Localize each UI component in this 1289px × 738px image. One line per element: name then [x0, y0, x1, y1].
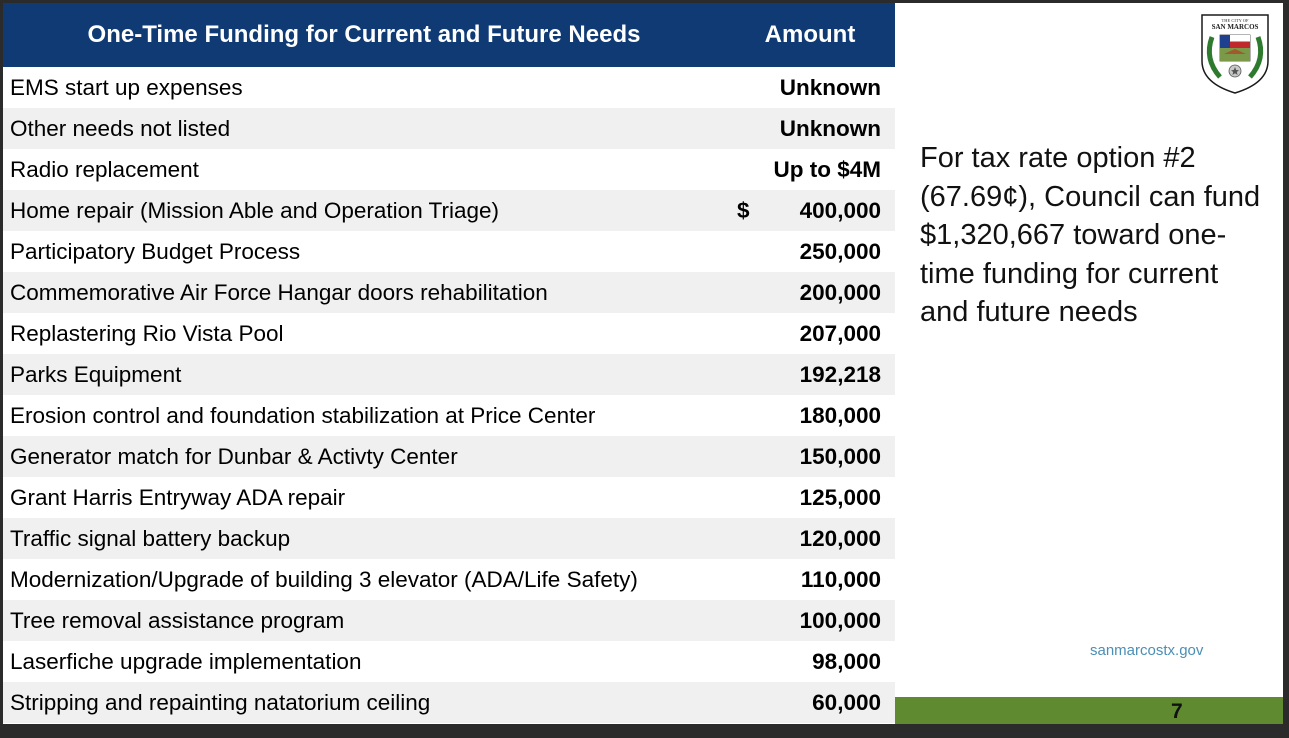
table-row: Commemorative Air Force Hangar doors reh…	[3, 272, 895, 313]
row-item: Replastering Rio Vista Pool	[10, 320, 284, 346]
table-row: Modernization/Upgrade of building 3 elev…	[3, 559, 895, 600]
row-item: Commemorative Air Force Hangar doors reh…	[10, 279, 548, 305]
table-row: EMS start up expenses Unknown	[3, 67, 895, 108]
row-item: Laserfiche upgrade implementation	[10, 648, 362, 674]
row-amount: 180,000	[799, 402, 881, 428]
row-item: Tree removal assistance program	[10, 607, 345, 633]
table-row: Other needs not listed Unknown	[3, 108, 895, 149]
row-dollar-sign: $	[737, 197, 750, 223]
row-item: Modernization/Upgrade of building 3 elev…	[10, 566, 638, 592]
table-row: Traffic signal battery backup 120,000	[3, 518, 895, 559]
row-item: Traffic signal battery backup	[10, 525, 291, 551]
row-amount: 207,000	[799, 320, 881, 346]
table-row: Stripping and repainting natatorium ceil…	[3, 682, 895, 723]
table-row: Tree removal assistance program 100,000	[3, 600, 895, 641]
row-item: Parks Equipment	[10, 361, 182, 387]
row-item: Other needs not listed	[10, 115, 231, 141]
row-item: Generator match for Dunbar & Activty Cen…	[10, 443, 458, 469]
slide: One-Time Funding for Current and Future …	[3, 3, 1283, 724]
logo-name-text: SAN MARCOS	[1212, 23, 1259, 31]
funding-table: One-Time Funding for Current and Future …	[3, 3, 895, 723]
table-row: Laserfiche upgrade implementation 98,000	[3, 641, 895, 682]
row-amount: 200,000	[799, 279, 881, 305]
row-amount: 110,000	[800, 566, 881, 592]
row-amount: 60,000	[812, 689, 881, 715]
table-row: Generator match for Dunbar & Activty Cen…	[3, 436, 895, 477]
footer-bar	[895, 697, 1283, 724]
table-row: Participatory Budget Process 250,000	[3, 231, 895, 272]
row-item: Erosion control and foundation stabiliza…	[10, 402, 596, 428]
table-header: One-Time Funding for Current and Future …	[3, 3, 895, 67]
row-item: Participatory Budget Process	[10, 238, 301, 264]
table-row: Grant Harris Entryway ADA repair 125,000	[3, 477, 895, 518]
table-row: Radio replacement Up to $4M	[3, 149, 895, 190]
row-amount: 125,000	[799, 484, 881, 510]
row-item: Radio replacement	[10, 156, 199, 182]
row-amount: 250,000	[799, 238, 881, 264]
table-row: Home repair (Mission Able and Operation …	[3, 190, 895, 231]
row-amount: 98,000	[812, 648, 881, 674]
row-item: Grant Harris Entryway ADA repair	[10, 484, 346, 510]
row-amount: 192,218	[799, 361, 881, 387]
row-amount: Up to $4M	[773, 156, 881, 182]
row-item: EMS start up expenses	[10, 74, 243, 100]
row-amount: 120,000	[799, 525, 881, 551]
row-amount: 150,000	[799, 443, 881, 469]
row-amount: Unknown	[779, 115, 881, 141]
table-body: EMS start up expenses Unknown Other needs …	[3, 67, 895, 723]
row-item: Stripping and repainting natatorium ceil…	[10, 689, 431, 715]
callout-text: For tax rate option #2 (67.69¢), Council…	[920, 142, 1261, 328]
row-amount: 100,000	[799, 607, 881, 633]
table-row: Parks Equipment 192,218	[3, 354, 895, 395]
table-row: Replastering Rio Vista Pool 207,000	[3, 313, 895, 354]
page-number: 7	[1171, 700, 1183, 723]
row-amount: 400,000	[799, 197, 881, 223]
city-seal-icon: THE CITY OF SAN MARCOS	[1201, 14, 1269, 94]
header-item: One-Time Funding for Current and Future …	[87, 21, 641, 48]
table-row: Erosion control and foundation stabiliza…	[3, 395, 895, 436]
row-amount: Unknown	[779, 74, 881, 100]
header-amount: Amount	[764, 21, 856, 48]
row-item: Home repair (Mission Able and Operation …	[10, 197, 499, 223]
logo-top-text: THE CITY OF	[1221, 18, 1249, 23]
website-link[interactable]: sanmarcostx.gov	[1090, 642, 1204, 659]
